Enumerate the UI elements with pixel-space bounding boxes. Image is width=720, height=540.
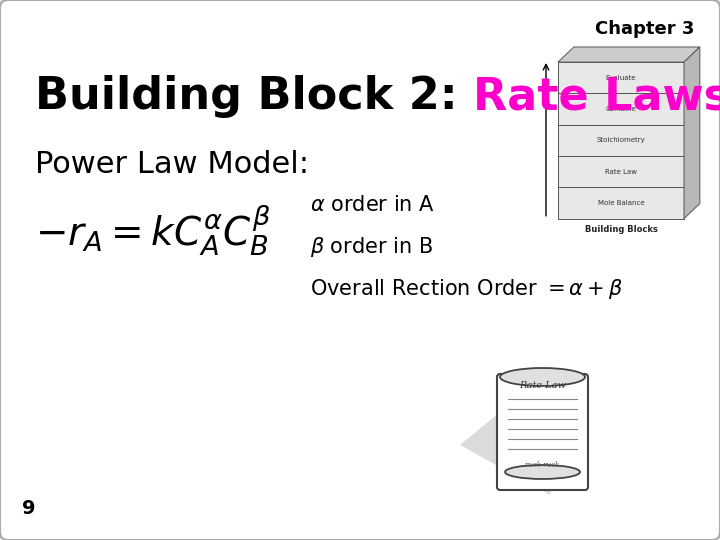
Text: Rate Laws: Rate Laws	[473, 75, 720, 118]
Text: Power Law Model:: Power Law Model:	[35, 150, 309, 179]
Bar	[558, 187, 684, 219]
Bar	[558, 125, 684, 156]
FancyBboxPatch shape	[497, 374, 588, 490]
Text: Chapter 3: Chapter 3	[595, 20, 695, 38]
Text: Rate Law: Rate Law	[519, 381, 566, 389]
Text: Evaluate: Evaluate	[606, 75, 636, 81]
Polygon shape	[558, 47, 700, 62]
Bar	[558, 93, 684, 125]
Text: Overall Rection Order $= \alpha + \beta$: Overall Rection Order $= \alpha + \beta$	[310, 277, 623, 301]
Polygon shape	[684, 47, 700, 219]
Text: $-r_A = kC_A^{\alpha}C_B^{\beta}$: $-r_A = kC_A^{\alpha}C_B^{\beta}$	[35, 202, 271, 258]
Text: 9: 9	[22, 499, 35, 518]
Text: Combine: Combine	[606, 106, 636, 112]
Text: Mole Balance: Mole Balance	[598, 200, 644, 206]
Ellipse shape	[500, 368, 585, 386]
Text: Building Block 2:: Building Block 2:	[35, 75, 473, 118]
Text: Building Blocks: Building Blocks	[585, 225, 657, 234]
Text: $\alpha$ order in A: $\alpha$ order in A	[310, 195, 435, 215]
Ellipse shape	[505, 465, 580, 479]
Polygon shape	[460, 375, 585, 495]
Text: $\beta$ order in B: $\beta$ order in B	[310, 235, 433, 259]
Text: ruck ruck: ruck ruck	[526, 461, 559, 469]
Text: Rate Law: Rate Law	[605, 168, 637, 175]
Text: Stoichiometry: Stoichiometry	[597, 137, 645, 144]
Bar	[558, 156, 684, 187]
Bar	[558, 62, 684, 93]
